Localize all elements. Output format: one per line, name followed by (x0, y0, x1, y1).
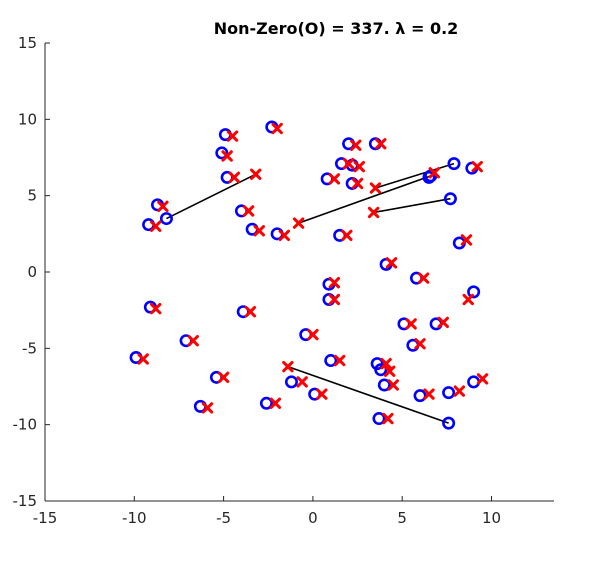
cross-marker (333, 354, 346, 367)
cross-marker (292, 217, 305, 229)
cross-marker (282, 360, 294, 373)
cross-marker (341, 229, 353, 242)
cross-marker (242, 205, 255, 217)
x-tick-label: -15 (33, 509, 58, 527)
axes: -15 -10 -5 0 5 10 -15 -10 -5 0 5 10 15 (13, 34, 554, 527)
cross-marker (328, 173, 341, 185)
cross-marker (423, 388, 435, 400)
x-tick-label: 0 (308, 509, 318, 527)
cross-marker (271, 122, 283, 135)
circle-marker (215, 146, 229, 160)
cross-marker (350, 139, 362, 151)
cross-marker (437, 316, 449, 329)
cross-marker (253, 225, 266, 237)
cross-marker (328, 293, 341, 306)
cross-marker (137, 353, 149, 365)
y-tick-label: -10 (13, 416, 38, 434)
cross-marker (157, 200, 169, 213)
circle-marker (442, 416, 456, 430)
cross-marker (342, 157, 355, 170)
cross-marker (414, 338, 426, 350)
cross-marker (217, 371, 230, 384)
circle-marker (377, 378, 391, 392)
cross-marker (417, 272, 430, 284)
connector-line (166, 173, 257, 220)
cross-marker (405, 318, 417, 330)
cross-marker (244, 305, 257, 318)
connector-line (298, 175, 432, 224)
cross-marker (228, 171, 241, 184)
circle-marker (372, 412, 386, 426)
cross-marker (428, 167, 441, 179)
y-tick-label: 5 (27, 187, 37, 205)
cross-marker (375, 138, 387, 150)
circle-marker (284, 375, 298, 389)
cross-marker (471, 160, 483, 173)
chart-title: Non-Zero(O) = 337. λ = 0.2 (214, 19, 459, 38)
cross-marker (201, 402, 214, 414)
connector-line (373, 197, 451, 214)
y-tick-label: -15 (13, 492, 38, 510)
cross-marker (387, 379, 399, 391)
data-markers (129, 120, 489, 430)
cross-marker (150, 220, 162, 232)
y-tick-label: -5 (22, 339, 37, 357)
y-tick-label: 0 (27, 263, 37, 281)
connector-lines (166, 162, 455, 424)
cross-marker (476, 373, 489, 385)
circle-marker (374, 363, 388, 377)
circle-marker (447, 157, 461, 171)
circle-marker (413, 389, 427, 403)
cross-marker (462, 293, 474, 306)
cross-marker (187, 335, 199, 347)
cross-marker (307, 328, 319, 341)
y-tick-label: 10 (18, 110, 37, 128)
cross-marker (278, 229, 291, 242)
cross-marker (296, 376, 308, 388)
cross-marker (150, 302, 162, 315)
circle-marker (443, 192, 457, 206)
circle-marker (159, 212, 173, 226)
cross-marker (367, 206, 380, 219)
x-tick-label: 5 (397, 509, 407, 527)
circle-marker (259, 396, 273, 410)
circle-marker (442, 386, 456, 400)
cross-marker (385, 257, 398, 269)
cross-marker (269, 397, 282, 409)
cross-marker (226, 130, 239, 142)
cross-marker (382, 412, 394, 425)
circle-marker (467, 375, 481, 389)
cross-marker (351, 177, 364, 190)
circle-marker (467, 285, 481, 299)
cross-marker (353, 160, 366, 173)
cross-marker (453, 385, 466, 397)
circle-marker (324, 354, 338, 368)
cross-marker (383, 365, 396, 377)
cross-marker (316, 388, 328, 400)
cross-marker (380, 357, 392, 370)
connector-line (375, 162, 455, 189)
cross-marker (369, 182, 382, 194)
x-tick-label: -5 (216, 509, 231, 527)
cross-marker (460, 234, 473, 246)
y-tick-label: 15 (18, 34, 37, 52)
cross-marker (221, 150, 233, 162)
connector-line (287, 365, 449, 424)
cross-marker (328, 276, 341, 289)
cross-marker (250, 168, 262, 180)
x-tick-label: -10 (122, 509, 147, 527)
x-tick-label: 10 (482, 509, 501, 527)
